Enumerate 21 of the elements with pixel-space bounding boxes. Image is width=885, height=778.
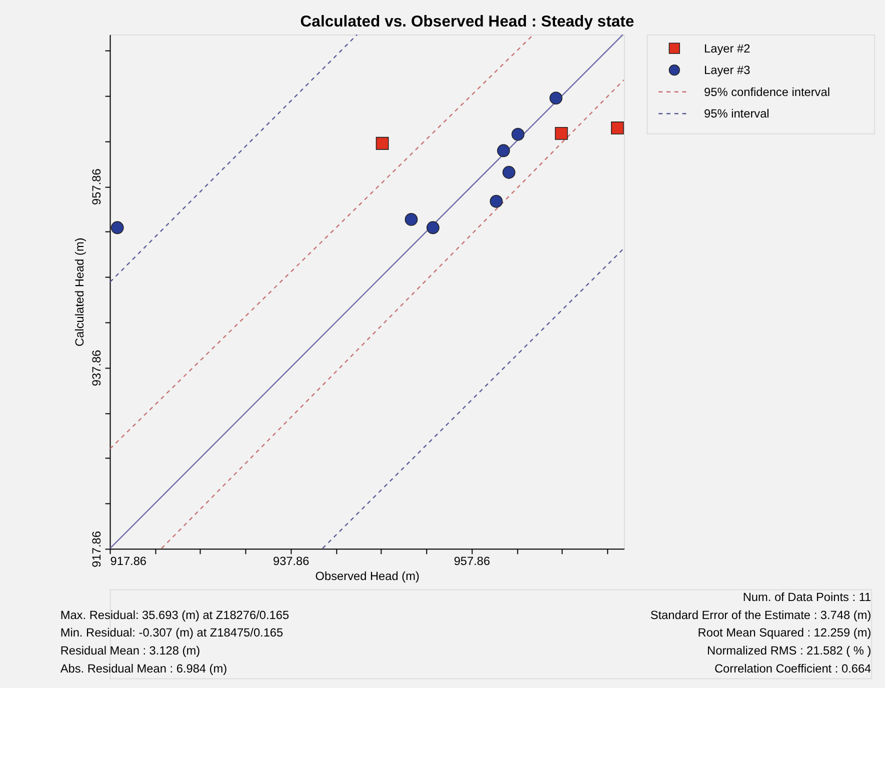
- legend-label: Layer #2: [704, 41, 750, 56]
- legend-label: 95% confidence interval: [704, 84, 830, 99]
- x-tick-label: 957.86: [454, 554, 491, 568]
- text: Abs. Residual Mean : 6.984 (m): [60, 661, 228, 676]
- text: Min. Residual: -0.307 (m) at Z18475/0.165: [60, 626, 284, 640]
- x-tick-label: 917.86: [110, 554, 147, 568]
- text: Max. Residual: 35.693 (m) at Z18276/0.165: [60, 608, 290, 622]
- legend-label: Layer #3: [704, 63, 751, 78]
- chart-title: Calculated vs. Observed Head : Steady state: [300, 14, 634, 31]
- legend-label: 95% interval: [704, 106, 770, 121]
- text: Num. of Data Points : 11: [742, 590, 872, 604]
- text: Correlation Coefficient : 0.664: [714, 661, 872, 676]
- y-tick-label: 957.86: [89, 168, 104, 205]
- y-tick-label: 937.86: [89, 349, 104, 386]
- text: Normalized RMS : 21.582 ( % ): [707, 643, 872, 658]
- text: Residual Mean : 3.128 (m): [60, 643, 200, 658]
- x-axis-title: Observed Head (m): [315, 568, 420, 583]
- y-axis-title: Calculated Head (m): [72, 238, 87, 346]
- text: Root Mean Squared : 12.259 (m): [698, 626, 872, 640]
- x-tick-label: 937.86: [272, 554, 310, 568]
- text: Standard Error of the Estimate : 3.748 (m): [650, 608, 872, 622]
